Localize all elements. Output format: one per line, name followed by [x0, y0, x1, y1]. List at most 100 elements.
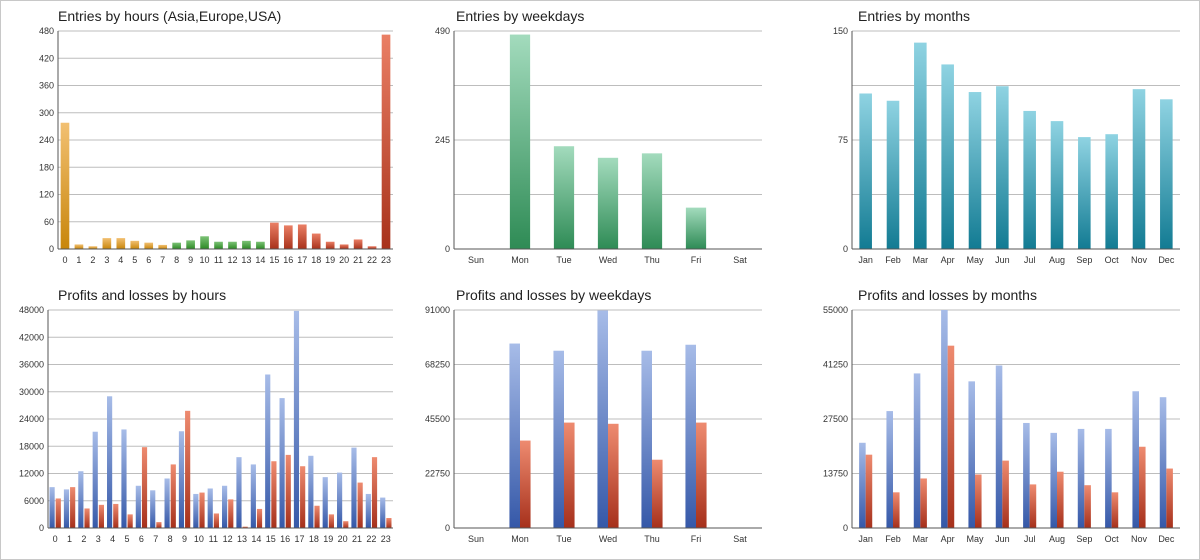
x-tick-label: 5 [125, 534, 130, 544]
profit-bar [1132, 391, 1139, 528]
x-tick-label: 19 [325, 255, 335, 265]
bar [158, 244, 168, 249]
y-tick-label: 420 [39, 53, 54, 63]
bar [256, 241, 265, 249]
x-tick-label: Apr [941, 534, 955, 544]
x-tick-label: Aug [1049, 255, 1065, 265]
profit-bar [509, 343, 520, 528]
loss-bar [1166, 468, 1173, 528]
bar [200, 236, 209, 249]
profit-bar [337, 472, 343, 528]
bar [102, 238, 112, 249]
profits-losses-by-months-chart: Profits and losses by months 0 13750 27500 4… [823, 287, 1180, 544]
loss-bar [1029, 484, 1037, 528]
y-tick-label: 0 [445, 523, 450, 533]
bar [1050, 121, 1064, 249]
bar [339, 244, 349, 249]
x-tick-label: Jan [858, 534, 873, 544]
y-tick-label: 12000 [19, 469, 44, 479]
x-tick-label: Feb [885, 534, 901, 544]
loss-bar [141, 447, 148, 528]
y-tick-label: 180 [39, 162, 54, 172]
bar [228, 241, 237, 249]
loss-bar [70, 487, 76, 528]
loss-bar [386, 518, 392, 528]
x-tick-label: Jul [1024, 534, 1036, 544]
chart-title: Profits and losses by months [858, 287, 1037, 303]
loss-bar [314, 505, 320, 528]
profit-bar [597, 310, 608, 528]
loss-bar [357, 482, 363, 528]
loss-bar [696, 422, 707, 528]
y-tick-label: 18000 [19, 441, 44, 451]
x-tick-label: May [966, 255, 984, 265]
bar [996, 86, 1009, 249]
y-tick-label: 60 [44, 217, 54, 227]
y-tick-label: 91000 [425, 305, 450, 315]
x-tick-label: May [966, 534, 984, 544]
y-tick-label: 0 [39, 523, 44, 533]
y-tick-label: 490 [435, 26, 450, 36]
profit-bar [886, 411, 893, 528]
x-tick-label: Nov [1131, 534, 1148, 544]
x-tick-label: 3 [104, 255, 109, 265]
x-tick-label: 16 [280, 534, 290, 544]
x-tick-label: 0 [53, 534, 58, 544]
profit-bar [293, 310, 300, 528]
x-tick-label: 20 [338, 534, 348, 544]
x-tick-label: 17 [295, 534, 305, 544]
profit-bar [1159, 397, 1167, 528]
y-tick-label: 30000 [19, 387, 44, 397]
profit-bar [279, 398, 285, 528]
x-tick-label: Sat [733, 534, 747, 544]
loss-bar [343, 521, 349, 528]
bar [130, 240, 140, 249]
bar [325, 241, 335, 249]
bar [270, 222, 279, 249]
profit-bar [941, 310, 948, 528]
bar [509, 34, 531, 249]
y-tick-label: 150 [833, 26, 848, 36]
profit-bar [351, 447, 357, 528]
x-tick-label: Sep [1076, 255, 1092, 265]
entries-by-hours-chart: Entries by hours (Asia,Europe,USA)060120… [39, 8, 393, 265]
loss-bar [1139, 446, 1146, 528]
y-tick-label: 75 [838, 135, 848, 145]
x-tick-label: Jul [1024, 255, 1036, 265]
loss-bar [156, 522, 162, 528]
entries-by-weekdays-chart: Entries by weekdays 0 245 490 Sun Mon Tue Wed Th… [435, 8, 762, 265]
profit-bar [553, 350, 564, 528]
loss-bar [228, 499, 234, 528]
loss-bar [328, 514, 334, 528]
profits-losses-by-weekdays-chart: Profits and losses by weekdays 0 22750 4550… [425, 287, 762, 544]
x-tick-label: Sun [468, 255, 484, 265]
y-tick-label: 45500 [425, 414, 450, 424]
x-tick-label: Mon [511, 255, 529, 265]
loss-bar [285, 454, 291, 528]
x-tick-label: 8 [174, 255, 179, 265]
profit-bar [164, 478, 170, 528]
profit-bar [63, 489, 70, 528]
loss-bar [300, 466, 306, 528]
profit-bar [913, 373, 921, 528]
x-tick-label: 4 [110, 534, 115, 544]
y-tick-label: 36000 [19, 360, 44, 370]
x-tick-label: Dec [1158, 255, 1175, 265]
loss-bar [1084, 485, 1091, 528]
chart-title: Profits and losses by hours [58, 287, 226, 303]
y-tick-label: 22750 [425, 469, 450, 479]
loss-bar [865, 454, 873, 528]
x-tick-label: 2 [81, 534, 86, 544]
profit-bar [92, 431, 98, 528]
x-tick-label: 0 [62, 255, 67, 265]
bar [1105, 134, 1118, 249]
x-tick-label: Tue [556, 255, 571, 265]
x-tick-label: 14 [251, 534, 261, 544]
x-tick-label: Sep [1076, 534, 1092, 544]
chart-title: Entries by months [858, 8, 970, 24]
loss-bar [256, 508, 263, 528]
x-tick-label: 18 [311, 255, 321, 265]
profit-bar [968, 381, 975, 528]
x-tick-label: 9 [182, 534, 187, 544]
